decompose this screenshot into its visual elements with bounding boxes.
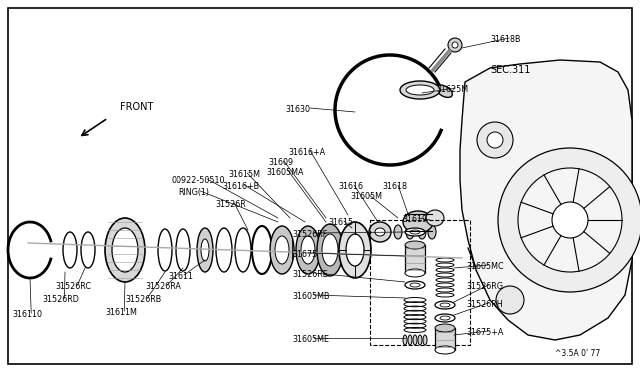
Text: RING(1): RING(1) bbox=[178, 188, 209, 197]
Ellipse shape bbox=[403, 211, 433, 233]
Text: 31526RB: 31526RB bbox=[125, 295, 161, 304]
Text: 31526R: 31526R bbox=[215, 200, 246, 209]
Text: 31616+B: 31616+B bbox=[222, 182, 259, 191]
Text: 31605M: 31605M bbox=[350, 192, 382, 201]
Text: 316110: 316110 bbox=[12, 310, 42, 319]
Ellipse shape bbox=[105, 218, 145, 282]
Ellipse shape bbox=[406, 225, 414, 239]
Ellipse shape bbox=[158, 229, 172, 271]
Ellipse shape bbox=[197, 228, 213, 272]
Text: 31616: 31616 bbox=[338, 182, 363, 191]
Ellipse shape bbox=[405, 269, 425, 277]
Bar bbox=[370, 220, 470, 345]
Ellipse shape bbox=[216, 228, 232, 272]
Ellipse shape bbox=[440, 316, 450, 320]
Ellipse shape bbox=[418, 335, 422, 345]
Polygon shape bbox=[460, 60, 632, 340]
Bar bbox=[405, 245, 425, 273]
Text: 31615M: 31615M bbox=[228, 170, 260, 179]
Circle shape bbox=[518, 168, 622, 272]
Circle shape bbox=[452, 42, 458, 48]
Ellipse shape bbox=[275, 236, 289, 264]
Ellipse shape bbox=[405, 281, 425, 289]
Ellipse shape bbox=[301, 236, 315, 264]
Text: 31616+A: 31616+A bbox=[288, 148, 325, 157]
Ellipse shape bbox=[435, 346, 455, 354]
Ellipse shape bbox=[435, 314, 455, 322]
Text: 31611M: 31611M bbox=[105, 308, 137, 317]
Text: 31675+A: 31675+A bbox=[466, 328, 504, 337]
Ellipse shape bbox=[413, 335, 417, 345]
Text: 31625M: 31625M bbox=[436, 85, 468, 94]
Ellipse shape bbox=[394, 225, 402, 239]
Text: 31618: 31618 bbox=[382, 182, 407, 191]
Ellipse shape bbox=[400, 81, 440, 99]
Ellipse shape bbox=[339, 222, 371, 278]
Circle shape bbox=[496, 286, 524, 314]
Circle shape bbox=[448, 38, 462, 52]
Ellipse shape bbox=[112, 228, 138, 272]
Text: 31526RD: 31526RD bbox=[42, 295, 79, 304]
Text: SEC.311: SEC.311 bbox=[490, 65, 531, 75]
Text: FRONT: FRONT bbox=[120, 102, 154, 112]
Ellipse shape bbox=[81, 232, 95, 268]
Ellipse shape bbox=[428, 225, 436, 239]
Ellipse shape bbox=[403, 335, 407, 345]
Ellipse shape bbox=[440, 303, 450, 307]
Text: 31611: 31611 bbox=[168, 272, 193, 281]
Text: 31675: 31675 bbox=[292, 250, 317, 259]
Ellipse shape bbox=[405, 228, 425, 236]
Text: 31526RA: 31526RA bbox=[145, 282, 181, 291]
Circle shape bbox=[487, 132, 503, 148]
Text: 31526RC: 31526RC bbox=[55, 282, 91, 291]
Text: 31615: 31615 bbox=[328, 218, 353, 227]
Ellipse shape bbox=[317, 224, 343, 276]
Circle shape bbox=[477, 122, 513, 158]
Ellipse shape bbox=[235, 228, 251, 272]
Ellipse shape bbox=[405, 241, 425, 249]
Ellipse shape bbox=[296, 226, 320, 274]
Ellipse shape bbox=[426, 210, 444, 226]
Ellipse shape bbox=[406, 85, 434, 95]
Text: 31605ME: 31605ME bbox=[292, 335, 329, 344]
Bar bbox=[435, 328, 455, 350]
Ellipse shape bbox=[270, 226, 294, 274]
Ellipse shape bbox=[410, 230, 420, 234]
Text: 31605MA: 31605MA bbox=[266, 168, 303, 177]
Text: 31605MC: 31605MC bbox=[466, 262, 504, 271]
Ellipse shape bbox=[176, 229, 190, 271]
Circle shape bbox=[552, 202, 588, 238]
Text: 31526RH: 31526RH bbox=[466, 300, 502, 309]
Ellipse shape bbox=[418, 225, 426, 239]
Ellipse shape bbox=[346, 234, 364, 266]
Text: 31630: 31630 bbox=[285, 105, 310, 114]
Text: 31526RG: 31526RG bbox=[466, 282, 503, 291]
Text: 31619: 31619 bbox=[402, 215, 427, 224]
Text: 31526RF: 31526RF bbox=[292, 230, 327, 239]
Ellipse shape bbox=[201, 239, 209, 261]
Text: 31609: 31609 bbox=[268, 158, 293, 167]
Ellipse shape bbox=[375, 228, 385, 236]
Text: 31618B: 31618B bbox=[490, 35, 520, 44]
Text: 31605MB: 31605MB bbox=[292, 292, 330, 301]
Text: 31526RE: 31526RE bbox=[292, 270, 328, 279]
Ellipse shape bbox=[423, 335, 427, 345]
Ellipse shape bbox=[369, 222, 391, 242]
Ellipse shape bbox=[63, 232, 77, 268]
Ellipse shape bbox=[435, 324, 455, 332]
Circle shape bbox=[498, 148, 640, 292]
Ellipse shape bbox=[408, 335, 412, 345]
Text: ^3.5A 0' 77: ^3.5A 0' 77 bbox=[555, 349, 600, 358]
Ellipse shape bbox=[322, 234, 338, 266]
Ellipse shape bbox=[436, 85, 452, 97]
Text: 00922-50510: 00922-50510 bbox=[172, 176, 225, 185]
Ellipse shape bbox=[410, 283, 420, 287]
Ellipse shape bbox=[435, 301, 455, 309]
